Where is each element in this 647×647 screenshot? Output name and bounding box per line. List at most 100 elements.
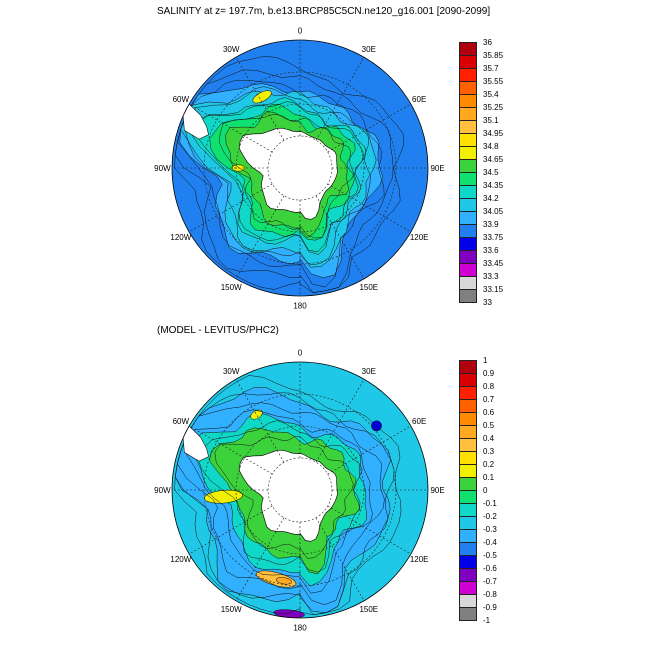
meridian-line [315,56,365,141]
longitude-label: 150W [221,283,242,292]
colorbar-swatch [459,516,477,530]
colorbar-tick-label: -0.5 [483,551,497,560]
colorbar-tick-label: 0.3 [483,447,495,456]
contour-feature [252,90,272,104]
meridian-line [315,195,365,280]
colorbar-swatch [459,373,477,387]
colorbar-swatch [459,159,477,173]
colorbar-tick-label: 35.1 [483,116,499,125]
colorbar-swatch [459,94,477,108]
contour-line [214,436,354,559]
contour-line [174,69,394,293]
colorbar-tick-label: 0.9 [483,369,495,378]
colorbar-tick-label: 34.5 [483,168,499,177]
colorbar-tick-label: -0.2 [483,512,497,521]
colorbar-swatch [459,263,477,277]
colorbar-swatch [459,594,477,608]
colorbar-tick-label: -0.4 [483,538,497,547]
longitude-label: 90W [154,486,171,495]
colorbar-tick-label: 36 [483,38,492,47]
meridian-line [188,425,273,475]
colorbar-swatch [459,542,477,556]
colorbar-swatch [459,250,477,264]
colorbar-tick-label: 34.95 [483,129,504,138]
colorbar-swatch [459,412,477,426]
longitude-label: 60E [412,95,426,104]
longitude-label: 180 [293,624,307,633]
colorbar-swatch [459,477,477,491]
contour-line [177,79,385,288]
contour-line [184,86,371,266]
colorbar-swatch [459,555,477,569]
colorbar-swatch [459,172,477,186]
colorbar-swatch [459,581,477,595]
colorbar-tick-label: -1 [483,616,491,625]
polar-map-panel: 0 30E 60E 90E 120E 150E 180 150W 120W 90W 60W 30W [154,26,445,310]
colorbar-tick-label: -0.9 [483,603,497,612]
colorbar-tick-label: 0 [483,486,488,495]
colorbar-swatch [459,120,477,134]
colorbar-tick-label: 35.25 [483,103,504,112]
meridian-line [327,183,412,233]
colorbar-tick-label: -0.3 [483,525,497,534]
colorbar-tick-label: 34.8 [483,142,499,151]
colorbar-swatch [459,211,477,225]
colorbar-swatch [459,276,477,290]
colorbar-tick-label: 34.2 [483,194,499,203]
longitude-label: 120W [170,555,191,564]
meridian-line [327,425,412,475]
colorbar-tick-label: 34.65 [483,155,504,164]
antarctica-land [238,127,338,220]
meridian-line [235,195,285,280]
meridian-line [315,517,365,602]
map-field [172,40,428,296]
colorbar-salinity: 36 35.85 35.7 35.55 35.4 35.25 35.1 34.95 34.8 34… [459,38,503,307]
colorbar-swatch [459,224,477,238]
meridian-line [235,517,285,602]
colorbar-tick-label: 0.4 [483,434,495,443]
longitude-label: 0 [298,26,303,35]
colorbar-tick-label: 0.6 [483,408,495,417]
colorbar-swatch [459,386,477,400]
colorbar-tick-label: 33.75 [483,233,504,242]
longitude-label: 120E [410,555,429,564]
map-border [171,361,429,619]
meridian-line [327,505,412,555]
colorbar-swatch [459,568,477,582]
colorbar-tick-label: 33.6 [483,246,499,255]
colorbar-tick-label: 35.55 [483,77,504,86]
meridian-line [188,505,273,555]
colorbar-swatch [459,289,477,303]
colorbar-tick-label: 1 [483,356,488,365]
contour-feature [250,409,263,420]
longitude-label: 60E [412,417,426,426]
colorbar-difference: 1 0.9 0.8 0.7 0.6 0.5 0.4 0.3 0.2 0.1 0 -0.1 -0.2 -0.… [459,356,497,625]
colorbar-tick-label: 0.2 [483,460,495,469]
colorbar-tick-label: 0.8 [483,382,495,391]
colorbar-tick-label: 35.85 [483,51,504,60]
colorbar-swatch [459,464,477,478]
colorbar-swatch [459,529,477,543]
longitude-label: 30E [362,367,376,376]
contour-line [218,113,355,239]
colorbar-swatch [459,146,477,160]
panel-title-difference: (MODEL - LEVITUS/PHC2) [157,325,279,336]
longitude-label: 120E [410,233,429,242]
meridian-line [188,103,273,153]
map-field [172,362,428,618]
polar-map-panel: 0 30E 60E 90E 120E 150E 180 150W 120W 90W 60W 30W [154,348,445,632]
colorbar-swatch [459,42,477,56]
contour-line [177,402,385,606]
longitude-label: 60W [173,95,190,104]
colorbar-swatch [459,68,477,82]
longitude-label: 150E [359,605,378,614]
longitude-label: 0 [298,348,303,357]
colorbar-swatch [459,451,477,465]
longitude-label: 150W [221,605,242,614]
colorbar-tick-label: -0.6 [483,564,497,573]
colorbar-swatch [459,133,477,147]
colorbar-swatch [459,107,477,121]
colorbar-tick-label: 35.4 [483,90,499,99]
